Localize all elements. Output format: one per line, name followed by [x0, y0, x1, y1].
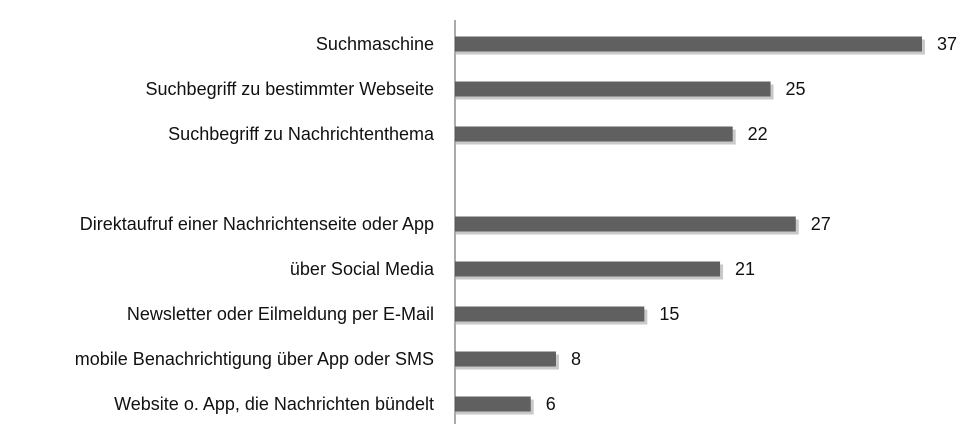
value-label: 15	[659, 304, 679, 324]
value-label: 8	[571, 349, 581, 369]
labels-layer: Suchmaschine 37 Suchbegriff zu bestimmter …	[75, 34, 957, 414]
value-label: 22	[748, 124, 768, 144]
category-label: Suchmaschine	[316, 34, 434, 54]
bar	[455, 216, 796, 232]
bar	[455, 36, 922, 52]
bar	[455, 396, 531, 412]
category-label: Suchbegriff zu bestimmter Webseite	[146, 79, 434, 99]
value-label: 6	[546, 394, 556, 414]
bar	[455, 351, 556, 367]
bar	[455, 306, 645, 322]
value-label: 21	[735, 259, 755, 279]
bar	[455, 261, 721, 277]
category-label: über Social Media	[290, 259, 435, 279]
category-label: Website o. App, die Nachrichten bündelt	[114, 394, 434, 414]
category-label: mobile Benachrichtigung über App oder SM…	[75, 349, 434, 369]
value-label: 25	[786, 79, 806, 99]
bars-layer	[455, 36, 925, 415]
category-label: Newsletter oder Eilmeldung per E-Mail	[127, 304, 434, 324]
bar	[455, 81, 771, 97]
category-label: Direktaufruf einer Nachrichtenseite oder…	[80, 214, 434, 234]
value-label: 27	[811, 214, 831, 234]
value-label: 37	[937, 34, 957, 54]
bar	[455, 126, 733, 142]
category-label: Suchbegriff zu Nachrichtenthema	[168, 124, 435, 144]
